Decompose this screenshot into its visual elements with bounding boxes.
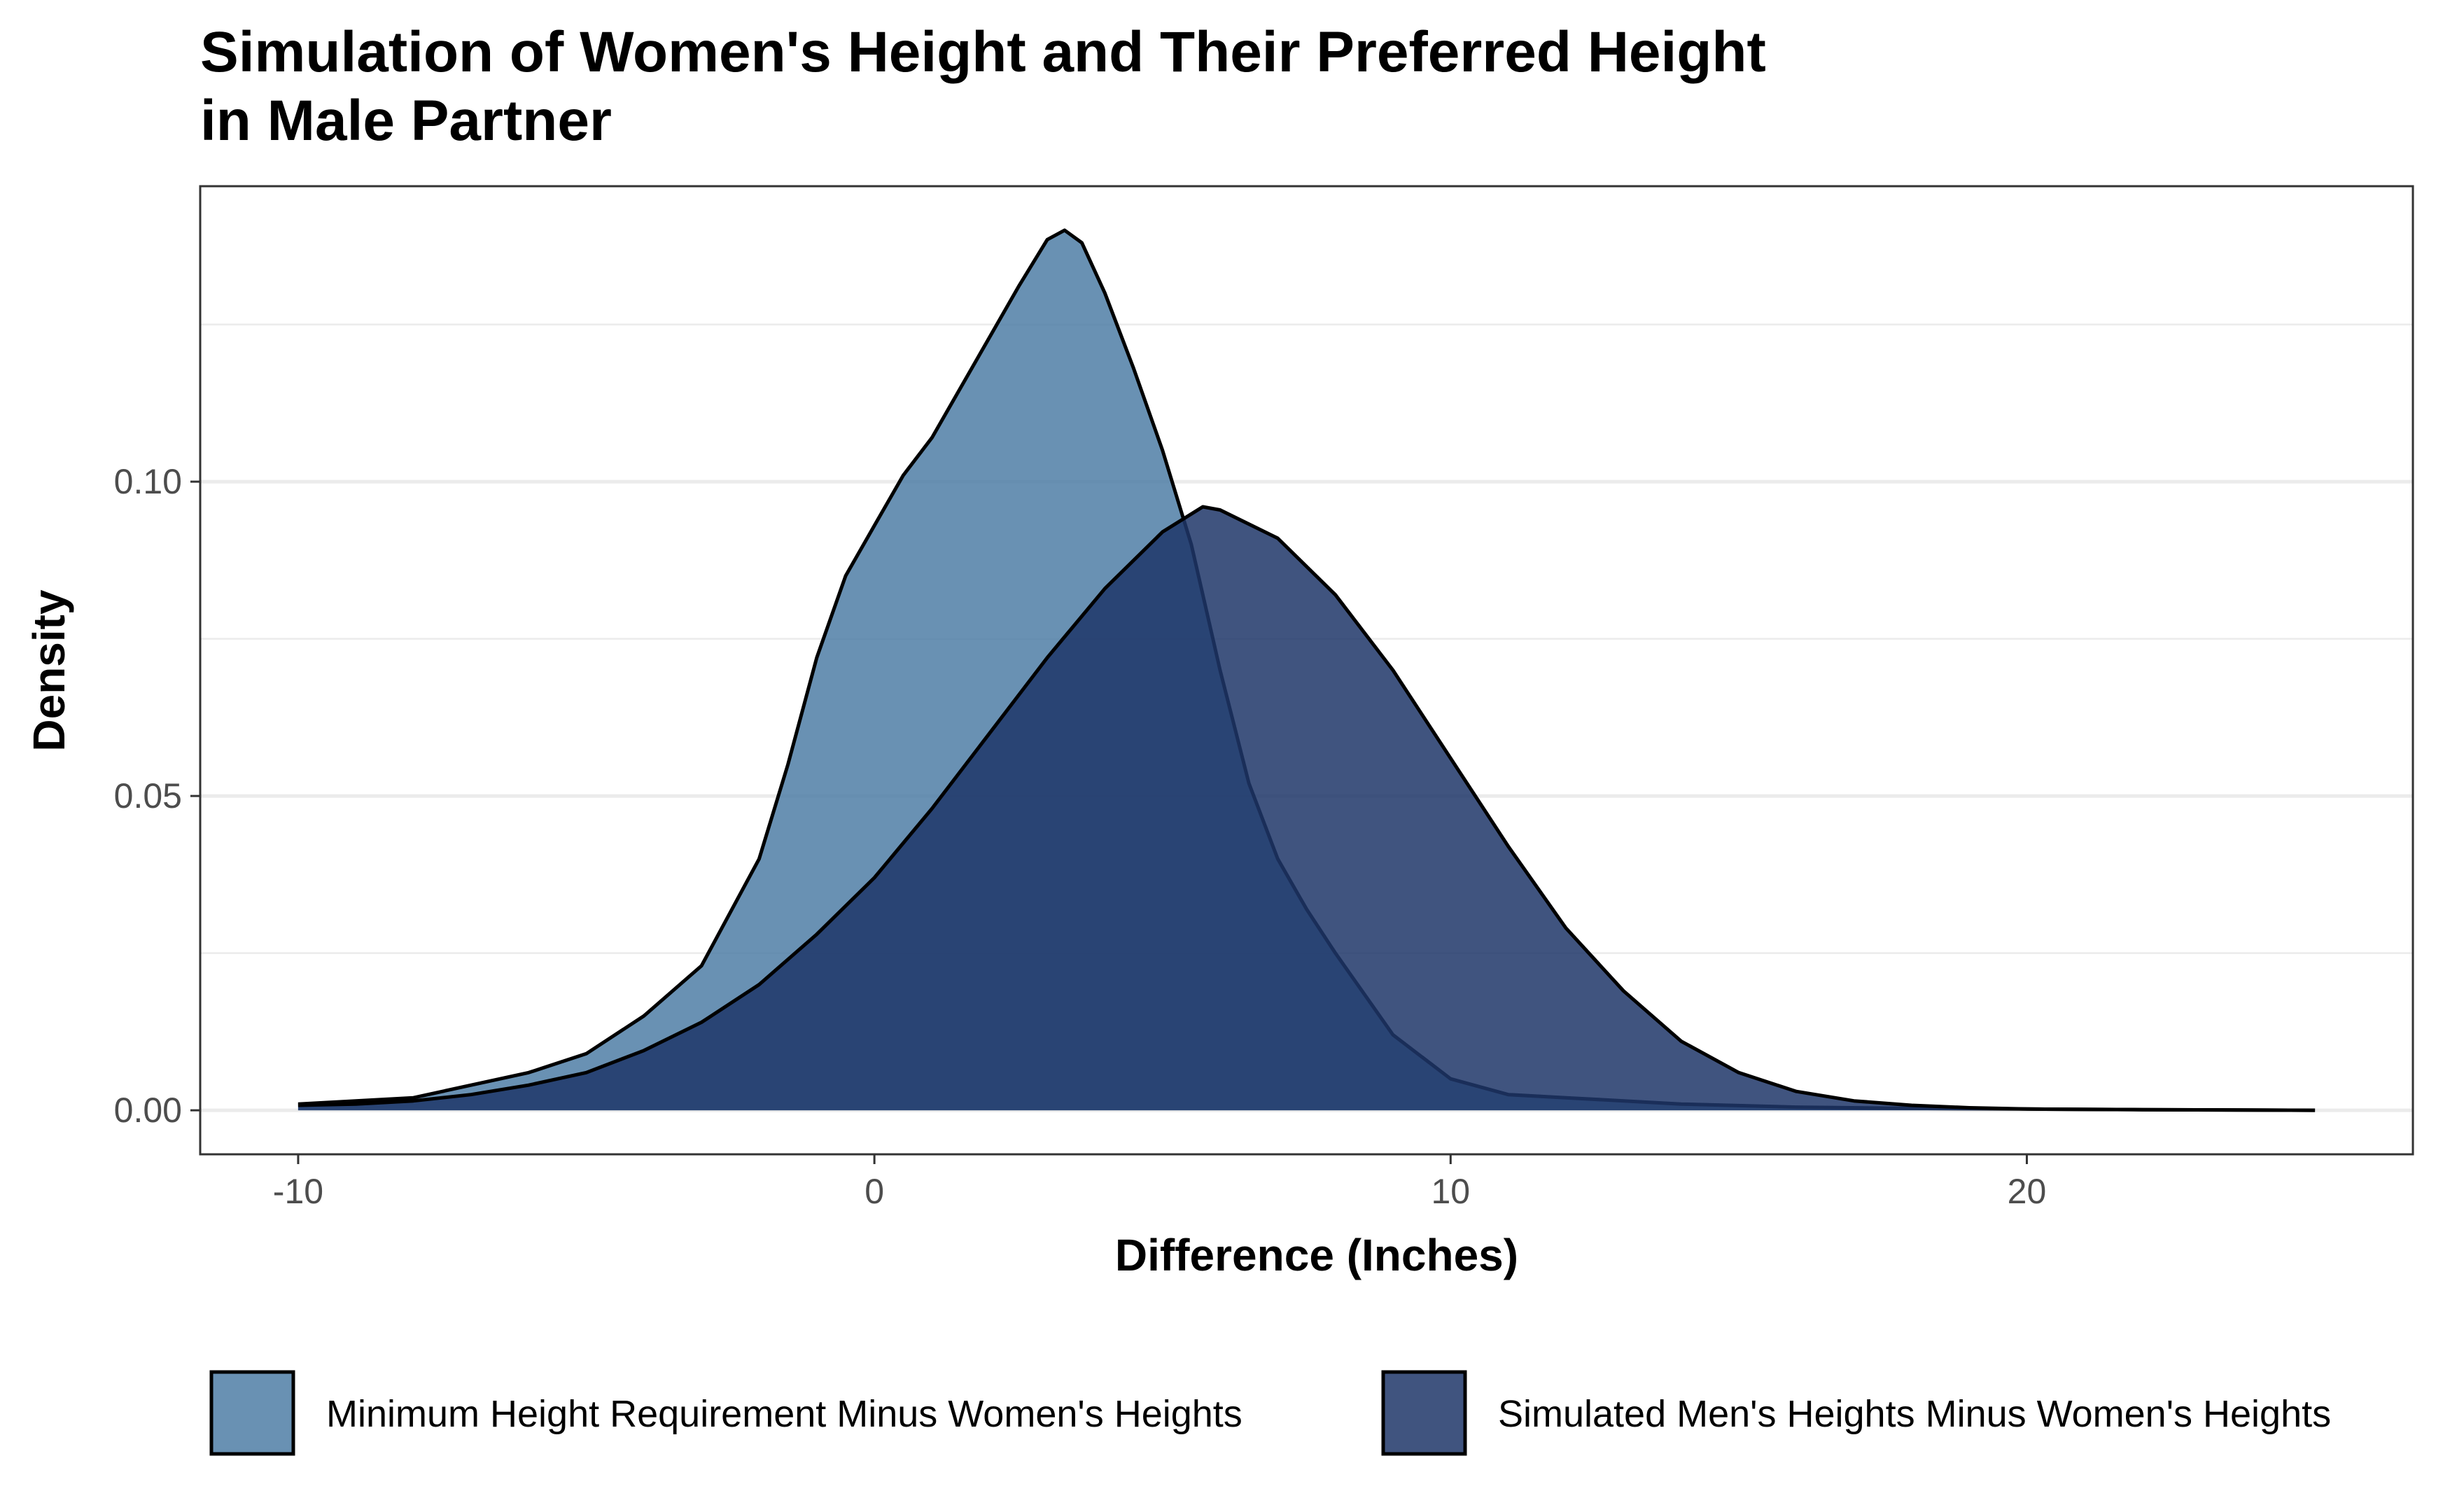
chart-title: Simulation of Women's Height and Their P… [200, 18, 1766, 155]
y-tick-label: 0.05 [114, 776, 182, 816]
x-axis-title: Difference (Inches) [1115, 1230, 1518, 1280]
legend-label-series-2: Simulated Men's Heights Minus Women's He… [1498, 1393, 2331, 1435]
chart-title-line-1: Simulation of Women's Height and Their P… [200, 20, 1766, 84]
density-area-series-1 [298, 230, 2316, 1111]
y-tick-label: 0.10 [114, 462, 182, 501]
chart-title-line-2: in Male Partner [200, 89, 612, 153]
legend-swatch-series-1 [209, 1370, 295, 1456]
legend: Minimum Height Requirement Minus Women's… [209, 1370, 2331, 1456]
x-tick-label: 10 [1431, 1172, 1470, 1211]
x-tick-label: 20 [2008, 1172, 2047, 1211]
x-tick-label: 0 [864, 1172, 884, 1211]
density-outline-series-2 [298, 505, 2316, 1112]
y-axis-title: Density [24, 589, 74, 752]
legend-label-series-1: Minimum Height Requirement Minus Women's… [326, 1393, 1242, 1435]
plot-panel-border [199, 185, 2414, 1156]
density-area-series-2 [298, 507, 2316, 1111]
x-tick-label: -10 [273, 1172, 323, 1211]
density-areas [298, 228, 2316, 1112]
y-tick-label: 0.00 [114, 1091, 182, 1130]
axes: -10 0 10 20 0.00 0.05 0.10 [114, 462, 2047, 1211]
legend-swatch-series-2 [1381, 1370, 1467, 1456]
